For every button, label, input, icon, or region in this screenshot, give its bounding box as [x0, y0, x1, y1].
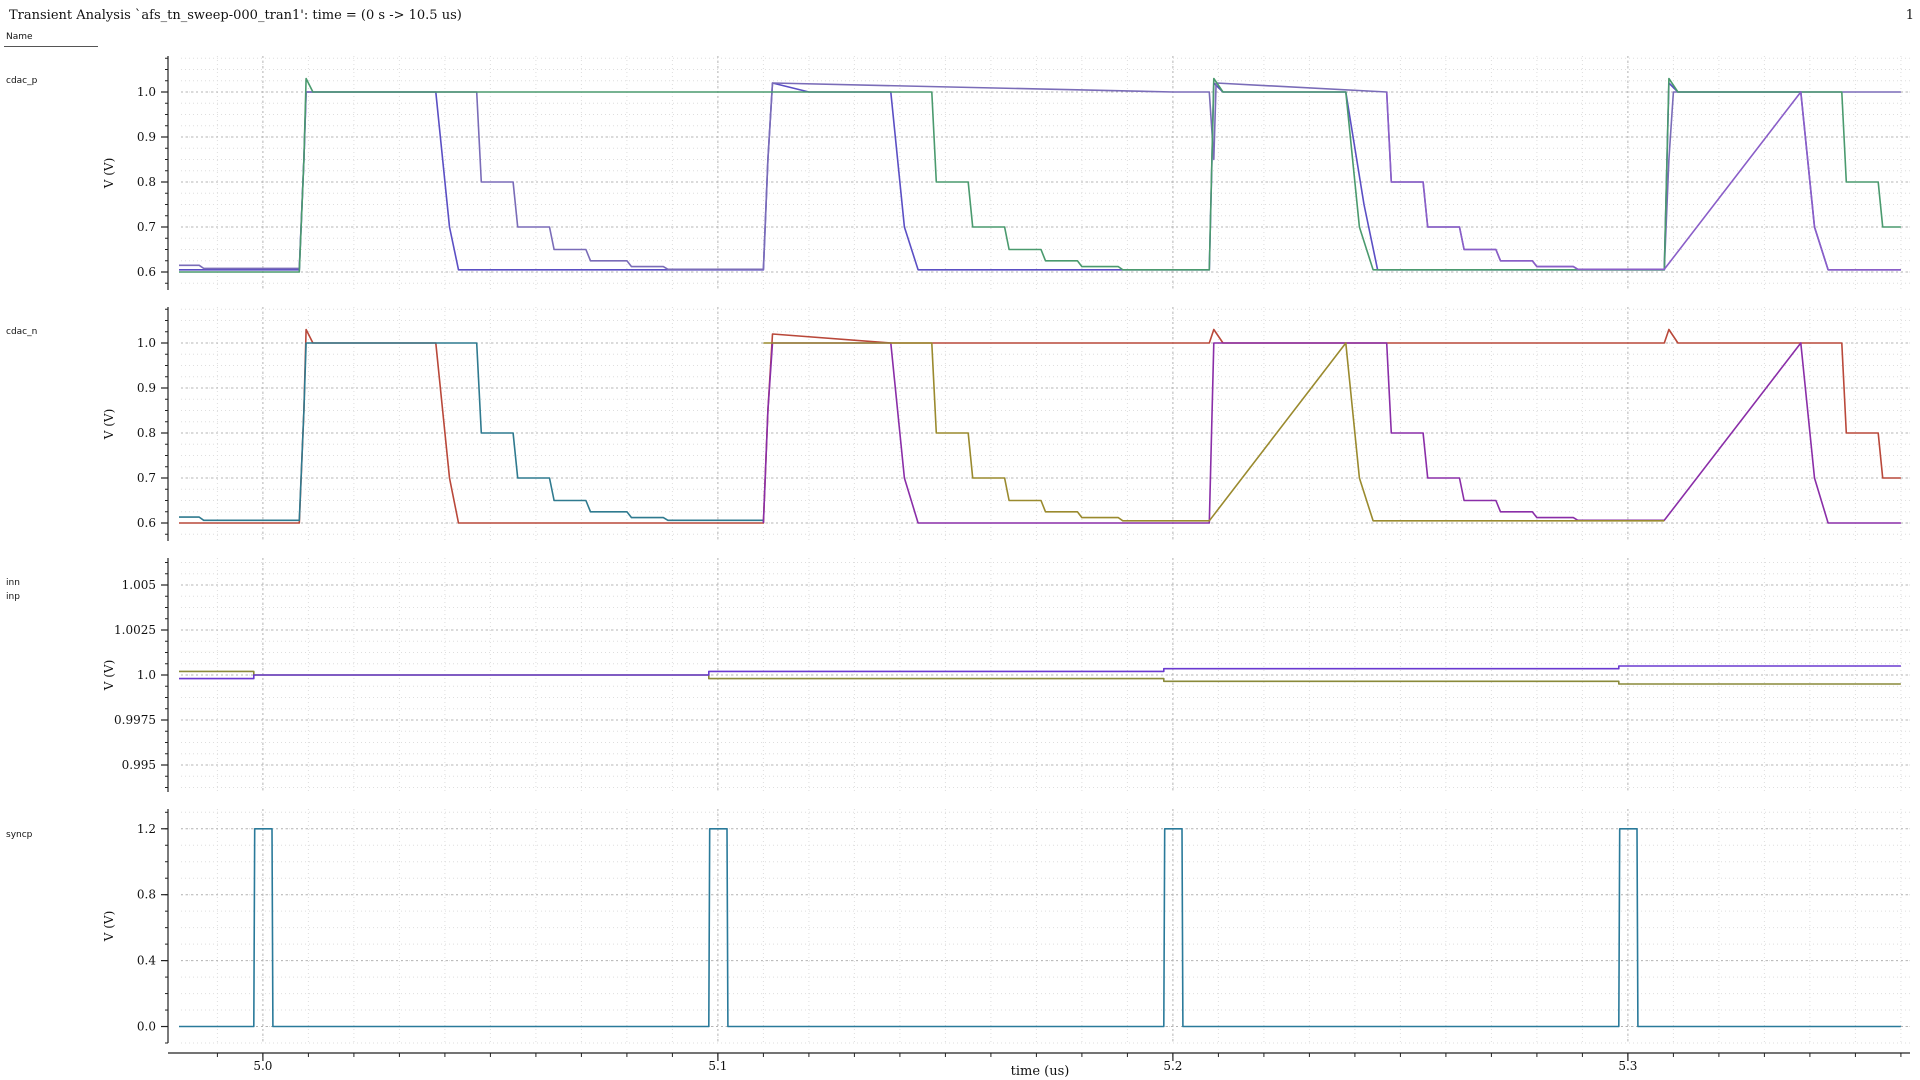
y-tick-label: 1.005 — [122, 578, 156, 592]
x-tick-label: 5.2 — [1163, 1059, 1182, 1073]
y-axis-label: V (V) — [102, 158, 116, 190]
y-tick-label: 1.0025 — [114, 623, 156, 637]
series-line-cdac_p-2 — [179, 77, 1901, 273]
y-axis-label: V (V) — [102, 409, 116, 441]
y-tick-label: 1.0 — [137, 668, 156, 682]
series-line-syncp-0 — [179, 827, 1901, 1028]
name-column-header[interactable]: Name — [6, 32, 33, 42]
x-tick-label: 5.1 — [708, 1059, 727, 1073]
name-column-divider — [4, 46, 98, 47]
series-line-inp-1 — [179, 665, 1901, 680]
y-tick-label: 0.6 — [137, 265, 156, 279]
y-axis-label: V (V) — [102, 911, 116, 943]
y-tick-label: 0.8 — [137, 175, 156, 189]
y-tick-label: 0.8 — [137, 888, 156, 902]
x-tick-label: 5.0 — [253, 1059, 272, 1073]
x-axis-label: time (us) — [1011, 1064, 1070, 1079]
y-axis-label: V (V) — [102, 660, 116, 692]
signal-label-cdac-n[interactable]: cdac_n — [6, 327, 38, 337]
series-line-cdac_n-0 — [179, 328, 1901, 524]
series-line-cdac_n-3 — [763, 342, 1665, 522]
y-tick-label: 0.0 — [137, 1020, 156, 1034]
y-tick-label: 0.995 — [122, 758, 156, 772]
series-line-cdac_n-1 — [179, 342, 764, 522]
y-tick-label: 0.6 — [137, 516, 156, 530]
signal-label-syncp[interactable]: syncp — [6, 830, 33, 840]
series-line-cdac_p-3 — [1385, 91, 1901, 271]
signal-label-inn[interactable]: inn — [6, 578, 20, 588]
series-line-inn-0 — [179, 670, 1901, 685]
page-number: 1 — [1905, 8, 1914, 23]
y-tick-label: 1.0 — [137, 85, 156, 99]
y-tick-label: 1.2 — [137, 822, 156, 836]
signal-label-inp[interactable]: inp — [6, 592, 20, 602]
y-tick-label: 0.8 — [137, 426, 156, 440]
window-title: Transient Analysis `afs_tn_sweep-000_tra… — [9, 8, 462, 23]
signal-label-cdac-p[interactable]: cdac_p — [6, 76, 38, 86]
y-tick-label: 1.0 — [137, 336, 156, 350]
y-tick-label: 0.7 — [137, 471, 156, 485]
y-tick-label: 0.4 — [137, 954, 156, 968]
y-tick-label: 0.9 — [137, 381, 156, 395]
y-tick-label: 0.9975 — [114, 713, 156, 727]
x-tick-label: 5.3 — [1618, 1059, 1637, 1073]
y-tick-label: 0.9 — [137, 130, 156, 144]
y-tick-label: 0.7 — [137, 220, 156, 234]
